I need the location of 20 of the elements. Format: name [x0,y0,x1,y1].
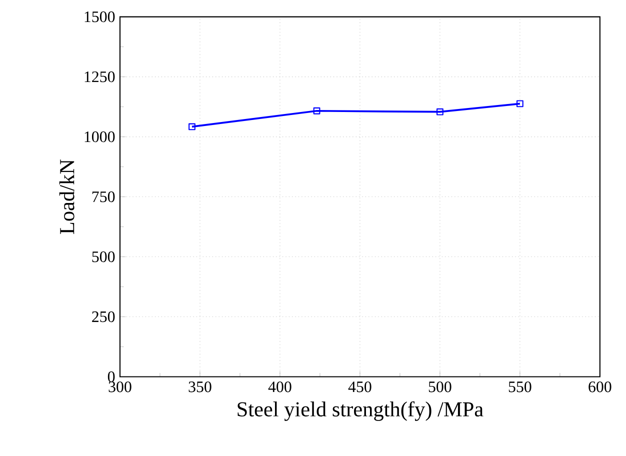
y-tick-label: 500 [92,252,115,262]
y-axis-title: Load/kN [59,160,74,234]
y-tick-label: 1000 [84,132,115,142]
x-tick-label: 350 [188,382,212,392]
x-tick-label: 500 [428,382,452,392]
point [436,108,444,116]
y-tick-label: 750 [92,192,115,202]
point [188,123,196,130]
x-tick-label: 300 [108,382,132,392]
x-tick-label: 600 [588,382,612,392]
y-tick-label: 0 [108,372,115,382]
y-tick-label: 1250 [84,72,115,82]
x-axis-title: Steel yield strength(fy) /MPa [238,401,484,422]
x-tick-label: 450 [348,382,372,392]
point [313,108,320,114]
x-tick-label: 400 [268,382,292,392]
y-tick-label: 1500 [84,12,115,22]
x-tick-label: 550 [508,382,532,392]
y-tick-label: 250 [92,312,115,322]
point [516,100,524,108]
